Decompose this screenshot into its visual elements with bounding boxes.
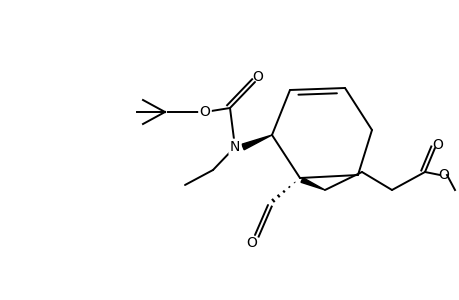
Polygon shape — [300, 178, 325, 190]
Text: O: O — [246, 236, 257, 250]
Text: N: N — [230, 140, 240, 154]
Polygon shape — [241, 135, 271, 150]
Text: O: O — [252, 70, 263, 84]
Text: O: O — [437, 168, 448, 182]
Text: O: O — [199, 105, 210, 119]
Text: O: O — [431, 138, 442, 152]
